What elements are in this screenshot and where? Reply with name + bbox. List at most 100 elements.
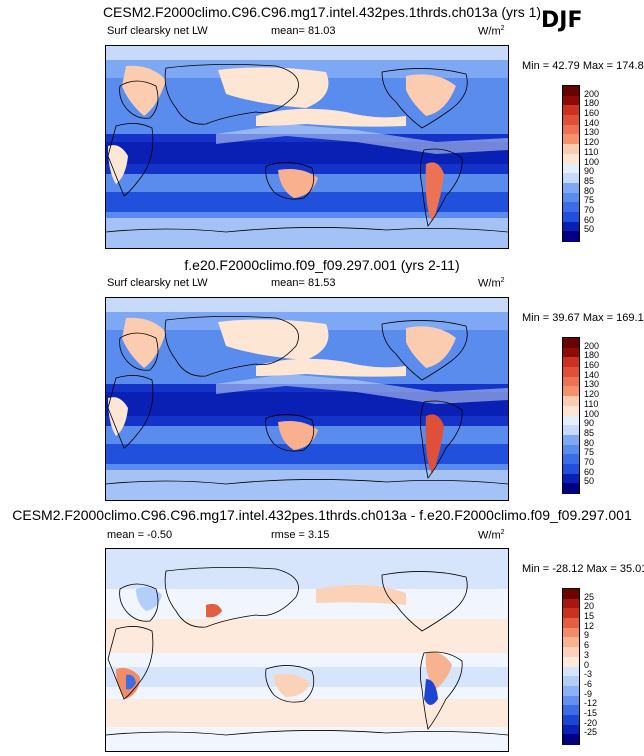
colorbar-cell xyxy=(563,676,579,687)
colorbar-cell xyxy=(563,367,579,378)
panel1-land-warm-2 xyxy=(218,67,329,108)
colorbar-tick-label: 120 xyxy=(584,389,600,400)
panel1-units-text: W/m xyxy=(478,25,501,38)
colorbar-tick-label: 110 xyxy=(584,146,599,157)
season-label: DJF xyxy=(541,8,583,33)
colorbar-tick-label: 130 xyxy=(584,379,600,390)
colorbar-tick-label: 60 xyxy=(584,214,595,225)
colorbar-cell xyxy=(563,211,579,223)
panel1-subtropical-streak xyxy=(216,124,508,154)
panel3-europe-cool xyxy=(136,587,162,611)
colorbar-tick-label: 160 xyxy=(584,360,600,371)
panel1-arctic-band xyxy=(106,46,508,60)
colorbar-tick-label: 85 xyxy=(584,175,595,186)
panel3-units-sup: 2 xyxy=(500,529,505,536)
panel2-units: W/m2 xyxy=(478,277,505,290)
panel1-min-max: Min = 42.79 Max = 174.80 xyxy=(522,60,644,72)
colorbar-cell xyxy=(563,463,579,475)
panel3-asia-hot-spot xyxy=(206,603,222,618)
colorbar-cell xyxy=(563,608,579,619)
panel3-map-svg xyxy=(106,549,508,751)
panel1-coast-antarctic xyxy=(106,227,508,233)
colorbar-cell xyxy=(563,338,579,349)
colorbar-tick-label: 9 xyxy=(584,630,590,641)
colorbar-tick-label: 15 xyxy=(584,611,595,622)
panel3-units: W/m2 xyxy=(478,529,505,542)
colorbar-tick-label: -20 xyxy=(584,717,598,728)
panel3-north-band xyxy=(106,549,508,589)
panel2-mean: mean= 81.53 xyxy=(271,277,336,289)
colorbar-cell xyxy=(563,153,579,164)
panel3-pacific-warm xyxy=(316,584,406,605)
colorbar-cell xyxy=(563,656,579,667)
panel2-land-hot-5 xyxy=(425,414,444,474)
panel3-mean: mean = -0.50 xyxy=(107,529,173,541)
colorbar-tick-label: 25 xyxy=(584,591,595,602)
panel2-antarctic-band xyxy=(106,470,508,500)
colorbar-cell xyxy=(563,483,579,494)
panel1-kuroshio-warm xyxy=(256,108,406,127)
colorbar-cell xyxy=(563,666,579,677)
panel1-coast-south-america xyxy=(420,148,463,227)
colorbar-cell xyxy=(563,386,579,397)
colorbar-cell xyxy=(563,637,579,648)
panel2-kuroshio-warm xyxy=(256,358,406,377)
panel1-units: W/m2 xyxy=(478,25,505,38)
colorbar-cell xyxy=(563,454,579,465)
colorbar-tick-label: 130 xyxy=(584,127,600,138)
panel2-map-svg xyxy=(106,298,508,500)
panel2-variable-label: Surf clearsky net LW xyxy=(107,277,208,289)
panel2-land-warm-1 xyxy=(122,317,166,368)
colorbar-cell xyxy=(563,425,579,436)
colorbar-tick-label: 0 xyxy=(584,659,590,670)
panel1-coast-africa xyxy=(107,123,154,197)
colorbar-cell xyxy=(563,86,579,97)
panel1-antarctic-band xyxy=(106,218,508,248)
colorbar-cell xyxy=(563,182,579,194)
panel2-title: f.e20.F2000climo.f09_f09.297.001 (yrs 2-… xyxy=(184,257,460,273)
colorbar-cell xyxy=(563,724,579,735)
panel1-coast-europe xyxy=(119,80,159,119)
colorbar-tick-label: 75 xyxy=(584,195,595,206)
panel1-map xyxy=(105,45,509,249)
colorbar-cell xyxy=(563,647,579,658)
colorbar-tick-label: 90 xyxy=(584,166,595,177)
colorbar-cell xyxy=(563,347,579,358)
colorbar-tick-label: 12 xyxy=(584,620,595,631)
colorbar-cell xyxy=(563,444,579,455)
panel1-map-svg xyxy=(106,46,508,248)
colorbar-cell xyxy=(563,124,579,135)
panel3-coast-south-america xyxy=(420,651,463,730)
colorbar-tick-label: -6 xyxy=(584,678,593,689)
panel2-arctic-band xyxy=(106,298,508,312)
panel2-map xyxy=(105,297,509,501)
colorbar-tick-label: 80 xyxy=(584,437,595,448)
colorbar-cell xyxy=(563,105,579,116)
colorbar-tick-label: 70 xyxy=(584,204,595,215)
colorbar-tick-label: 60 xyxy=(584,466,595,477)
colorbar-cell xyxy=(563,144,579,155)
panel2-units-text: W/m xyxy=(478,277,501,290)
colorbar-cell xyxy=(563,396,579,407)
colorbar-cell xyxy=(563,627,579,638)
panel2-coast-europe xyxy=(119,332,159,371)
panel1-land-warm-4 xyxy=(278,169,318,198)
colorbar-tick-label: 3 xyxy=(584,649,590,660)
colorbar-cell xyxy=(563,415,579,426)
colorbar-cell xyxy=(563,95,579,106)
colorbar-cell xyxy=(563,695,579,706)
panel3-colorbar xyxy=(562,588,580,745)
colorbar-cell xyxy=(563,589,579,600)
panel2-coast-africa xyxy=(107,375,154,449)
panel3-coast-australia xyxy=(265,665,315,703)
panel2-coast-australia xyxy=(265,414,315,452)
colorbar-tick-label: 50 xyxy=(584,224,595,235)
panel3-africa-cool-spot xyxy=(126,674,136,690)
panel3-map xyxy=(105,548,509,752)
colorbar-cell xyxy=(563,115,579,126)
panel2-coast-south-america xyxy=(420,400,463,479)
colorbar-tick-label: 80 xyxy=(584,185,595,196)
colorbar-tick-label: 75 xyxy=(584,447,595,458)
colorbar-cell xyxy=(563,192,579,203)
colorbar-tick-label: 140 xyxy=(584,369,600,380)
